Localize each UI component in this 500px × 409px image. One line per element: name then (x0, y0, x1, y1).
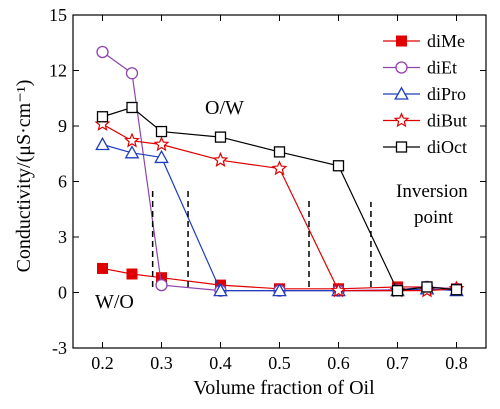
x-tick-label: 0.7 (386, 353, 409, 373)
y-tick-label: 3 (58, 227, 67, 247)
x-tick-label: 0.5 (268, 353, 291, 373)
y-tick-label: 12 (49, 61, 67, 81)
ow-label: O/W (205, 97, 244, 119)
y-tick-label: -3 (52, 338, 67, 358)
y-tick-label: 0 (58, 283, 67, 303)
data-point (273, 146, 286, 158)
legend: diMe diEt diPro diBut diOct (383, 31, 467, 157)
data-point (271, 160, 288, 176)
legend-label: diBut (427, 111, 467, 131)
series-dioct (96, 101, 463, 297)
data-point (213, 283, 228, 297)
x-tick-label: 0.3 (150, 353, 173, 373)
data-point (450, 284, 463, 296)
data-point (393, 112, 410, 128)
data-point (396, 35, 407, 47)
data-point (126, 268, 138, 280)
data-point (395, 61, 408, 74)
data-point (96, 45, 109, 59)
legend-item-diet: diEt (383, 58, 457, 78)
y-tick-label: 15 (49, 5, 67, 25)
x-axis-label: Volume fraction of Oil (193, 377, 375, 399)
y-tick-label: 9 (58, 116, 67, 136)
legend-label: diEt (427, 58, 457, 78)
data-point (421, 281, 433, 293)
legend-label: diPro (427, 84, 466, 104)
plot-area: 0.2 0.3 0.4 0.5 0.6 0.7 0.8 -3 0 3 6 9 12 15 (49, 5, 487, 373)
data-point (394, 86, 409, 100)
legend-item-dibut: diBut (383, 111, 467, 131)
legend-item-dime: diMe (383, 31, 465, 51)
data-point (272, 283, 287, 297)
data-point (124, 145, 140, 159)
data-point (125, 67, 139, 80)
data-point (126, 101, 138, 114)
x-tick-label: 0.2 (91, 353, 114, 373)
data-point (330, 282, 347, 298)
data-point (96, 111, 109, 123)
data-point (395, 141, 408, 153)
data-point (214, 131, 227, 143)
x-tick-label: 0.8 (445, 353, 468, 373)
data-point (153, 136, 170, 152)
inversion-label-line2: point (414, 207, 454, 228)
legend-label: diOct (427, 137, 467, 157)
legend-item-dipro: diPro (383, 84, 466, 104)
data-point (155, 125, 168, 138)
series-layer (94, 45, 465, 298)
data-point (95, 136, 110, 151)
legend-item-dioct: diOct (383, 137, 467, 157)
x-tick-label: 0.6 (327, 353, 350, 373)
y-axis-label: Conductivity/(μS·cm⁻¹) (13, 80, 35, 273)
data-point (124, 132, 140, 148)
data-point (97, 262, 108, 274)
wo-label: W/O (95, 291, 134, 313)
data-point (212, 151, 229, 167)
data-point (155, 278, 168, 292)
y-tick-label: 6 (58, 172, 67, 192)
inversion-label-line1: Inversion (396, 181, 468, 202)
data-point (391, 284, 404, 297)
data-point (154, 149, 169, 164)
annotation-layer: O/W W/O Inversion point (95, 97, 468, 313)
legend-label: diMe (427, 31, 465, 51)
x-tick-label: 0.4 (209, 353, 232, 373)
data-point (332, 160, 345, 172)
